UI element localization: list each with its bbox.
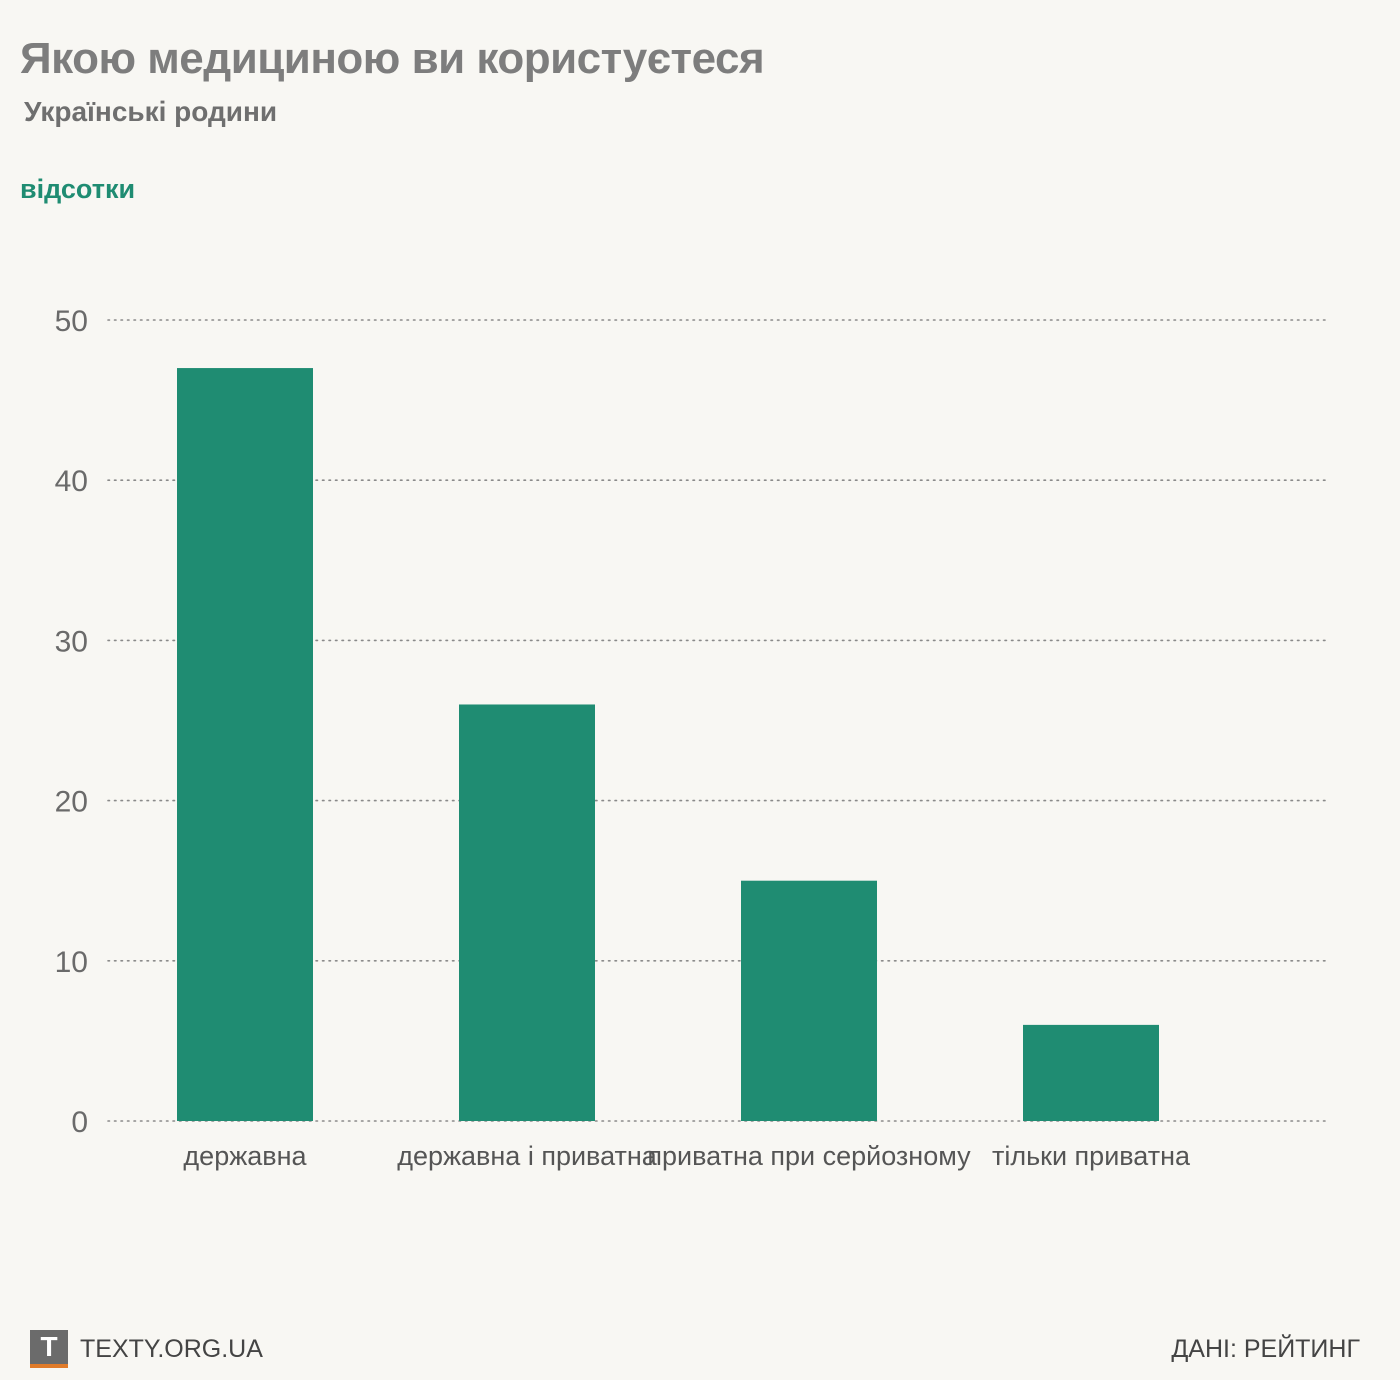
chart-subtitle: Українські родини [24,96,278,127]
x-tick-label: приватна при серйозному [647,1141,971,1171]
bar-chart: 0 10 20 30 40 50 державна державна і приватнапр… [55,305,1331,1171]
bar [177,368,313,1121]
footer-site-name: TEXTY.ORG.UA [80,1335,263,1363]
logo-letter: T [40,1331,58,1362]
x-tick-label: тільки приватна [992,1141,1191,1171]
bar [741,880,877,1121]
y-tick-label: 10 [55,946,88,979]
bar [1023,1024,1159,1121]
x-tick-label: державна і приватна [397,1141,658,1171]
texty-logo-icon: T [30,1330,68,1368]
y-tick-label: 40 [55,465,88,498]
y-tick-label: 50 [55,305,88,338]
bar [459,704,595,1121]
y-tick-label: 20 [55,786,88,819]
footer-data-source: ДАНІ: РЕЙТИНГ [1171,1335,1360,1363]
x-tick-label: державна [183,1141,307,1171]
chart-title: Якою медициною ви користуєтеся [20,34,765,83]
y-axis-unit-label: відсотки [20,174,136,204]
y-tick-label: 30 [55,625,88,658]
y-tick-label: 0 [71,1106,88,1139]
